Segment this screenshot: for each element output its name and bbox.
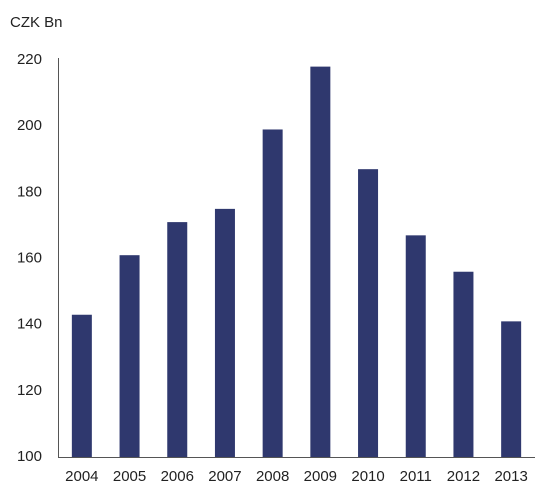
x-tick-label: 2011 <box>400 468 432 485</box>
y-tick-label: 220 <box>17 51 42 68</box>
x-tick-label: 2005 <box>113 468 146 485</box>
bar <box>119 255 140 457</box>
x-tick-label: 2008 <box>256 468 289 485</box>
bar <box>358 169 379 458</box>
bar <box>214 208 235 457</box>
y-tick-label: 140 <box>17 316 42 333</box>
bar <box>405 235 426 457</box>
bar <box>167 222 188 457</box>
x-tick-label: 2010 <box>351 468 384 485</box>
bar <box>310 66 331 457</box>
y-axis-label: CZK Bn <box>10 14 63 31</box>
y-tick-label: 200 <box>17 117 42 134</box>
y-tick-label: 180 <box>17 183 42 200</box>
x-tick-label: 2007 <box>208 468 241 485</box>
x-tick-label: 2009 <box>304 468 337 485</box>
bar <box>453 271 474 457</box>
x-tick-label: 2013 <box>494 468 527 485</box>
y-tick-label: 100 <box>17 448 42 465</box>
bar <box>71 314 92 457</box>
x-tick-label: 2012 <box>447 468 480 485</box>
y-tick-label: 120 <box>17 382 42 399</box>
bar <box>501 321 522 457</box>
x-tick-label: 2004 <box>65 468 98 485</box>
bar <box>262 129 283 457</box>
x-tick-label: 2006 <box>161 468 194 485</box>
y-tick-label: 160 <box>17 249 42 266</box>
